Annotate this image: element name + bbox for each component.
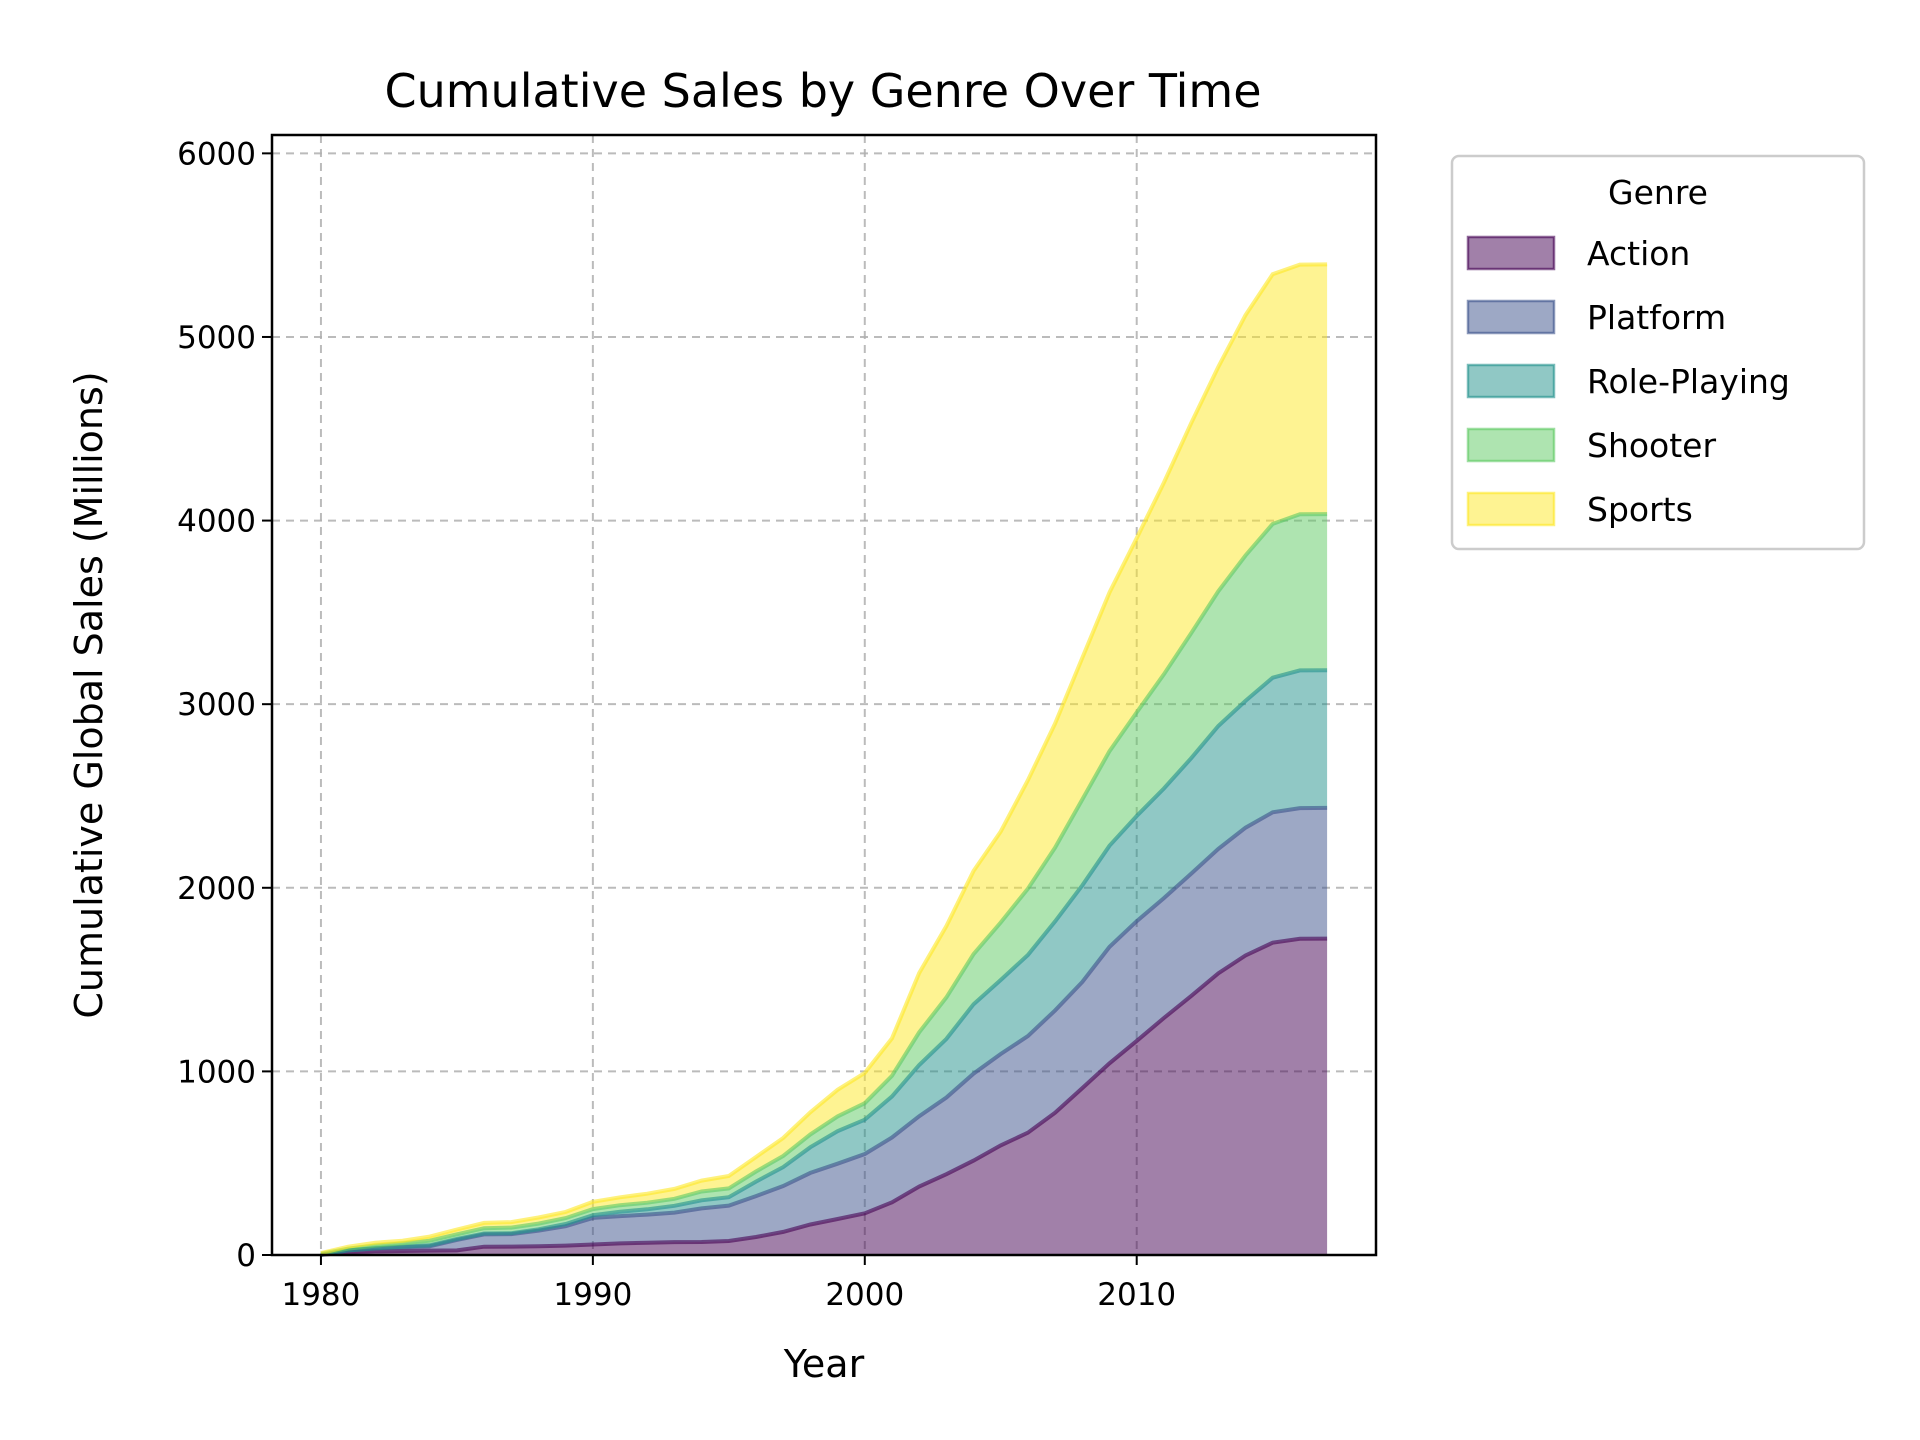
legend-swatch-action <box>1466 235 1556 271</box>
y-tick-label: 1000 <box>177 1054 256 1090</box>
area-platform <box>320 807 1328 1255</box>
legend-label-action: Action <box>1587 234 1690 273</box>
legend-label-shooter: Shooter <box>1587 426 1716 465</box>
y-tick-label: 0 <box>236 1238 256 1274</box>
legend-label-platform: Platform <box>1587 298 1726 337</box>
legend-label-sports: Sports <box>1587 490 1693 529</box>
legend-swatch-shooter <box>1466 427 1556 463</box>
chart-title: Cumulative Sales by Genre Over Time <box>384 64 1261 118</box>
stacked-area-edges <box>320 262 1328 1257</box>
axis-ticks: 1980 1990 2000 2010 0 1000 2000 3000 4000 5000 600… <box>177 136 1176 1313</box>
plot-frame <box>270 133 1378 1257</box>
x-tick-label: 1990 <box>553 1277 632 1313</box>
area-edge-action <box>320 936 1328 1257</box>
y-tick-label: 2000 <box>177 871 256 907</box>
legend-swatch-role-playing <box>1466 363 1556 399</box>
y-tick-label: 6000 <box>177 136 256 172</box>
y-axis-label: Cumulative Global Sales (Millions) <box>67 371 111 1018</box>
area-sports <box>320 264 1328 1254</box>
y-tick-label: 5000 <box>177 320 256 356</box>
area-edge-role-playing <box>320 668 1328 1257</box>
legend-swatch-platform <box>1466 299 1556 335</box>
x-axis-label: Year <box>783 1342 865 1386</box>
x-tick-label: 2000 <box>825 1277 904 1313</box>
area-action <box>320 938 1328 1255</box>
stacked-areas <box>320 264 1328 1255</box>
x-tick-label: 2010 <box>1097 1277 1176 1313</box>
area-edge-sports <box>320 262 1328 1256</box>
y-tick-label: 4000 <box>177 504 256 540</box>
legend-swatch-sports <box>1466 491 1556 527</box>
x-tick-label: 1980 <box>281 1277 360 1313</box>
area-role-playing <box>320 670 1328 1255</box>
legend: Genre Action Platform Role-Playing Shooter S… <box>1450 154 1866 551</box>
y-tick-label: 3000 <box>177 687 256 723</box>
area-shooter <box>320 514 1328 1255</box>
legend-items: Action Platform Role-Playing Shooter Sports <box>1466 234 1790 529</box>
legend-title: Genre <box>1608 173 1708 212</box>
legend-label-role-playing: Role-Playing <box>1587 362 1790 401</box>
area-edge-shooter <box>320 512 1328 1256</box>
